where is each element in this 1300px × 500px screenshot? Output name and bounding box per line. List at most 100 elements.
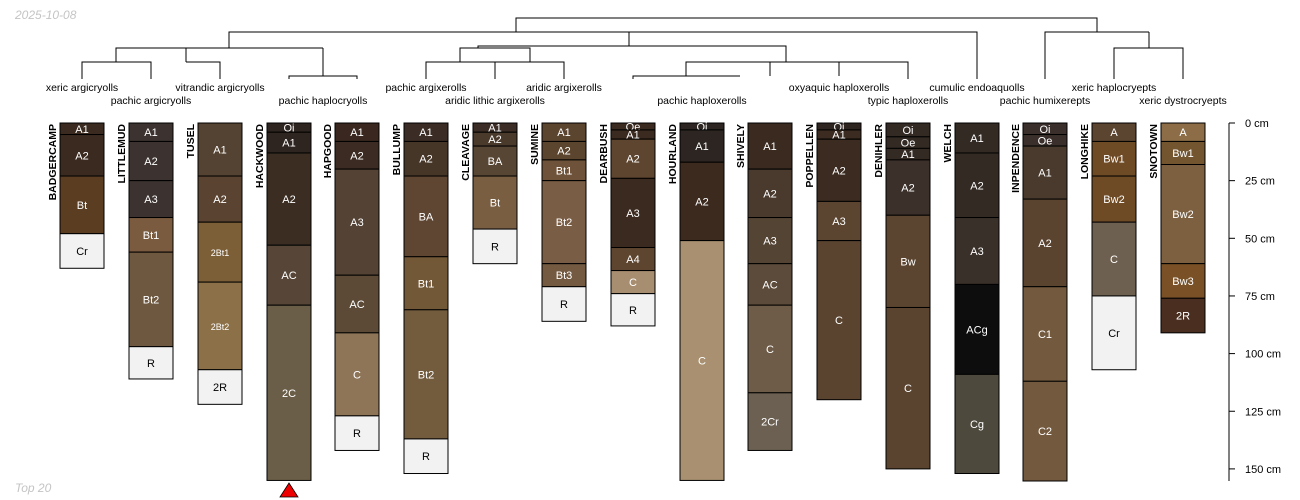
horizon-c <box>816 240 862 401</box>
horizon-bt2 <box>403 309 449 440</box>
profile-name: DEARBUSH <box>598 124 610 184</box>
taxonomy-label: pachic humixerepts <box>1000 95 1090 107</box>
horizon-r <box>541 286 587 322</box>
horizon-label: A1 <box>144 127 157 139</box>
profile-name: HOURLAND <box>667 124 679 184</box>
profile-hourland: Oi A1 A2 C HOURLAND <box>667 121 725 481</box>
horizon-label: Cr <box>76 246 88 258</box>
horizon-r <box>334 415 380 451</box>
profile-name: DENIHLER <box>873 124 885 178</box>
axis-tick-label: 25 cm <box>1245 176 1275 188</box>
horizon-label: Bw2 <box>1172 209 1193 221</box>
taxonomy-label: pachic argicryolls <box>111 95 192 107</box>
horizon-ba <box>472 145 518 177</box>
horizon-label: A3 <box>626 208 639 220</box>
taxonomy-label: pachic haplocryolls <box>279 95 368 107</box>
horizon-c1 <box>1022 286 1068 382</box>
horizon-cg <box>954 373 1000 475</box>
profile-name: LITTLEMUD <box>116 124 128 184</box>
horizon-label: A1 <box>695 141 708 153</box>
horizon-label: C <box>766 344 774 356</box>
horizon-label: A4 <box>626 254 639 266</box>
horizon-label: A1 <box>626 130 639 142</box>
horizon-a2 <box>197 175 243 223</box>
horizon-label: 2R <box>213 382 227 394</box>
horizon-a1 <box>679 129 725 163</box>
horizon-label: C <box>353 369 361 381</box>
horizon-r <box>128 346 174 380</box>
horizon-a3 <box>954 217 1000 285</box>
horizon-label: A2 <box>213 194 226 206</box>
taxonomy-label: oxyaquic haploxerolls <box>789 82 889 94</box>
horizon-c <box>679 240 725 481</box>
horizon-label: AC <box>281 270 296 282</box>
horizon-label: BA <box>488 156 503 168</box>
horizon-c <box>885 306 931 470</box>
horizon-a2 <box>1022 198 1068 288</box>
horizon-bt1 <box>403 256 449 311</box>
horizon-ac <box>334 274 380 334</box>
horizon-label: C <box>1110 254 1118 266</box>
dendrogram-branch <box>628 31 978 79</box>
horizon-label: 2Cr <box>761 417 779 429</box>
horizon-label: C <box>629 277 637 289</box>
profile-hapgood: A1 A2 A3 AC C R HAPGOOD <box>322 122 380 451</box>
horizon-a2 <box>59 134 105 177</box>
horizon-ac <box>266 244 312 306</box>
horizon-label: A1 <box>282 138 295 150</box>
horizon-label: A3 <box>832 216 845 228</box>
horizon-r <box>472 228 518 265</box>
horizon-bt2 <box>541 180 587 265</box>
horizon-label: A1 <box>419 127 432 139</box>
horizon-label: A3 <box>350 217 363 229</box>
dendrogram-branch <box>459 47 531 62</box>
horizon-label: R <box>353 428 361 440</box>
horizon-a2 <box>266 152 312 246</box>
horizon-label: Bw2 <box>1103 194 1124 206</box>
horizon-label: Bt1 <box>143 230 160 242</box>
horizon-a3 <box>747 217 793 265</box>
axis-tick-label: 150 cm <box>1245 464 1281 476</box>
horizon-label: Bt <box>490 198 500 210</box>
horizon-label: Bt1 <box>556 165 573 177</box>
profile-badgercamp: A1 A2 Bt Cr BADGERCAMP <box>47 122 105 269</box>
horizon-c <box>747 304 793 394</box>
horizon-label: A2 <box>763 188 776 200</box>
horizon-label: A2 <box>75 150 88 162</box>
horizon-label: C1 <box>1038 329 1052 341</box>
dendrogram-branch <box>1044 31 1149 79</box>
horizon-label: A <box>1179 127 1187 139</box>
horizon-ac <box>747 263 793 306</box>
profile-name: POPPELLEN <box>804 124 816 188</box>
profile-snotown: A Bw1 Bw2 Bw3 2R SNOTOWN <box>1148 122 1206 334</box>
horizon-r <box>610 293 656 327</box>
horizon-label: Oi <box>284 123 295 135</box>
horizon-label: Bw1 <box>1172 148 1193 160</box>
taxonomy-label: aridic argixerolls <box>526 82 602 94</box>
profile-name: CLEAVAGE <box>460 124 472 181</box>
profile-longhike: A Bw1 Bw2 C Cr LONGHIKE <box>1079 122 1137 371</box>
profile-name: HAPGOOD <box>322 124 334 179</box>
horizon-label: A2 <box>144 156 157 168</box>
profile-name: SUMINE <box>529 124 541 165</box>
axis-tick-label: 75 cm <box>1245 291 1275 303</box>
horizon-label: A2 <box>970 180 983 192</box>
taxonomy-label: vitrandic argicryolls <box>175 82 264 94</box>
horizon-label: R <box>491 241 499 253</box>
footer-label: Top 20 <box>15 481 52 495</box>
horizon-label: Bt2 <box>143 294 160 306</box>
horizon-label: A2 <box>488 134 501 146</box>
horizon-label: ACg <box>966 324 987 336</box>
dendrogram-branch <box>288 75 358 79</box>
horizon-label: Oi <box>834 121 845 133</box>
horizon-label: A1 <box>75 124 88 136</box>
horizon-a3 <box>610 177 656 249</box>
horizon-label: A1 <box>488 123 501 135</box>
horizon-label: R <box>147 358 155 370</box>
horizon-label: AC <box>349 299 364 311</box>
horizon-label: R <box>629 305 637 317</box>
depth-axis: 0 cm 25 cm 50 cm 75 cm 100 cm 125 cm 150 cm <box>1228 118 1281 481</box>
axis-tick-label: 0 cm <box>1245 118 1269 130</box>
horizon-label: A2 <box>1038 238 1051 250</box>
